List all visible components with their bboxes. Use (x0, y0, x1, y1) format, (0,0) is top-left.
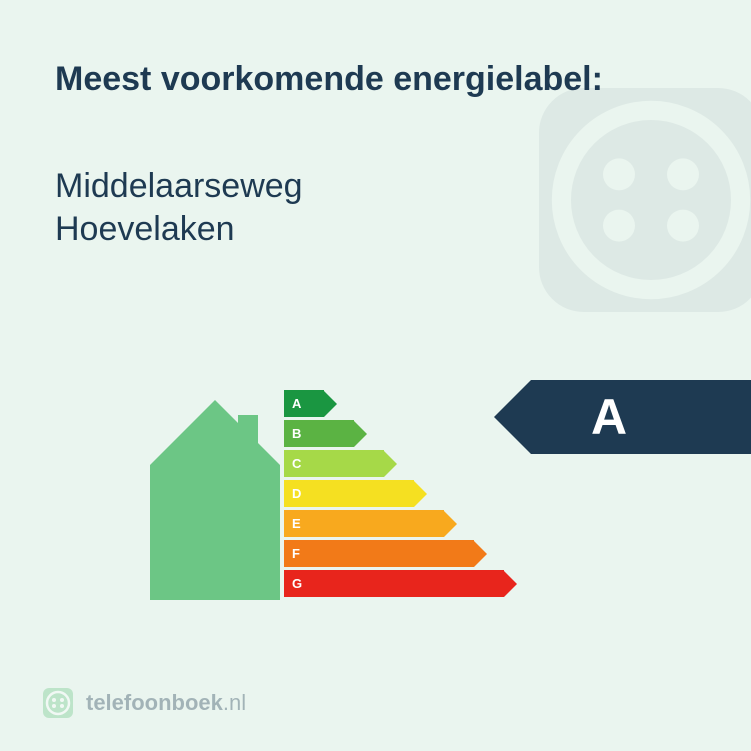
footer-name: telefoonboek (86, 690, 223, 715)
bar-arrow-icon (504, 571, 517, 597)
footer-brand: telefoonboek.nl (40, 685, 246, 721)
bar-arrow-icon (474, 541, 487, 567)
energy-bar-g: G (284, 570, 517, 597)
footer-tld: .nl (223, 690, 246, 715)
bar-label: G (284, 570, 504, 597)
bar-arrow-icon (354, 421, 367, 447)
street-name: Middelaarseweg (55, 167, 303, 205)
energy-bar-c: C (284, 450, 517, 477)
city-name: Hoevelaken (55, 210, 235, 248)
house-icon (150, 390, 280, 600)
bar-label: B (284, 420, 354, 447)
bar-arrow-icon (414, 481, 427, 507)
bar-label: C (284, 450, 384, 477)
phone-book-icon (40, 685, 76, 721)
location-text: Middelaarseweg Hoevelaken (55, 165, 303, 250)
bar-label: A (284, 390, 324, 417)
bar-arrow-icon (444, 511, 457, 537)
bar-arrow-icon (324, 391, 337, 417)
energy-bar-b: B (284, 420, 517, 447)
bar-label: F (284, 540, 474, 567)
energy-bars-container: ABCDEFG (284, 390, 517, 600)
bar-label: D (284, 480, 414, 507)
energy-bar-e: E (284, 510, 517, 537)
bar-arrow-icon (384, 451, 397, 477)
page-title: Meest voorkomende energielabel: (55, 60, 603, 99)
energy-bar-f: F (284, 540, 517, 567)
energy-bar-a: A (284, 390, 517, 417)
badge-label: A (591, 388, 627, 446)
footer-text: telefoonboek.nl (86, 690, 246, 716)
energy-rating-badge: A (531, 380, 751, 454)
energy-bar-d: D (284, 480, 517, 507)
bar-label: E (284, 510, 444, 537)
